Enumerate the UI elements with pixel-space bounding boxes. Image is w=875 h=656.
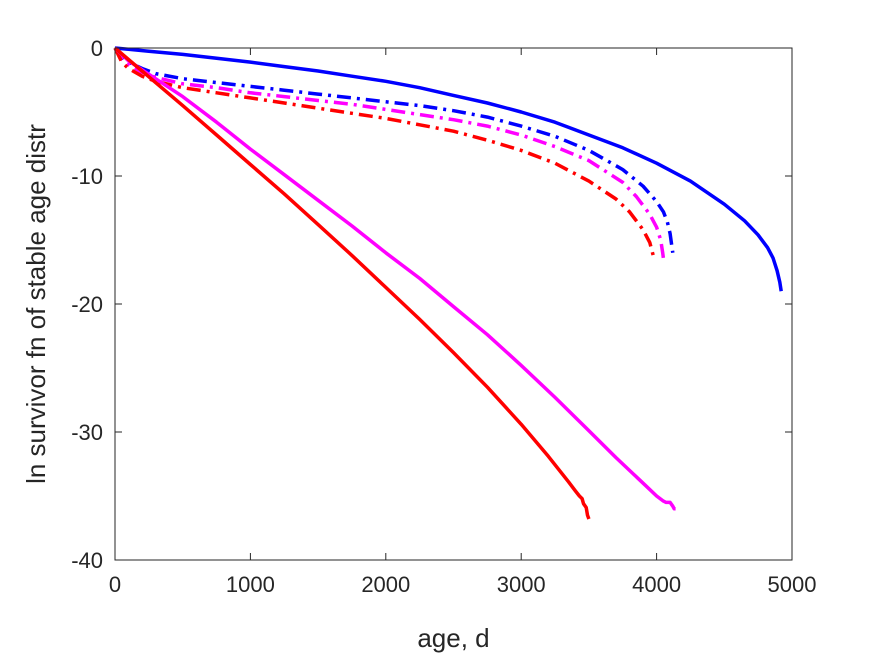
ticks-layer: 0 1000 2000 3000 4000 5000 0 -10 -20 -30 -40 <box>71 36 816 597</box>
series-layer <box>113 46 783 520</box>
series-line-2 <box>113 46 675 254</box>
x-tick-label: 3000 <box>497 572 546 597</box>
y-axis-label: ln survivor fn of stable age distr <box>21 124 51 484</box>
x-tick-label: 0 <box>109 572 121 597</box>
y-tick-label: -40 <box>71 548 103 573</box>
x-axis-label: age, d <box>417 623 489 653</box>
y-tick-label: -30 <box>71 420 103 445</box>
series-line-6 <box>113 46 591 520</box>
series-line-1 <box>114 46 783 292</box>
y-tick-label: -20 <box>71 292 103 317</box>
x-tick-label: 4000 <box>632 572 681 597</box>
x-tick-label: 2000 <box>361 572 410 597</box>
plot-area <box>115 48 792 560</box>
y-tick-label: 0 <box>91 36 103 61</box>
x-tick-label: 5000 <box>768 572 817 597</box>
y-tick-label: -10 <box>71 164 103 189</box>
x-tick-label: 1000 <box>226 572 275 597</box>
series-line-5 <box>113 46 676 511</box>
